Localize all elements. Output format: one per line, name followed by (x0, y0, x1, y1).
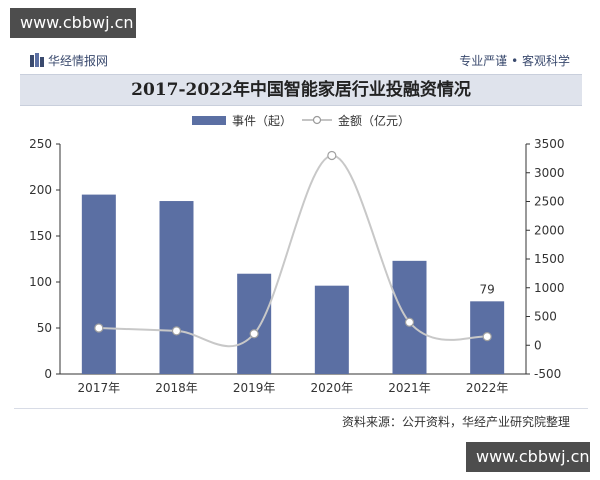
axes: 0 50 100 150 200 250 -500 0 500 1000 1500 2000 2500 3… (29, 137, 564, 395)
legend-bar-swatch (192, 116, 226, 125)
x-tick-label: 2018年 (155, 381, 198, 395)
y-left-tick-label: 200 (29, 183, 52, 197)
brand-row: 华经情报网 专业严谨 • 客观科学 (14, 48, 588, 72)
bar-series (81, 194, 505, 374)
brand-slogan: 专业严谨 • 客观科学 (459, 54, 570, 68)
amount-point (171, 326, 182, 336)
amount-point (94, 323, 104, 333)
y-right-tick-label: 3000 (534, 166, 565, 180)
bar-event-count (159, 201, 194, 374)
bar-event-count (314, 285, 349, 374)
title-bar: 2017-2022年中国智能家居行业投融资情况 (20, 74, 582, 106)
x-tick-label: 2019年 (233, 381, 276, 395)
legend-line-marker (312, 115, 322, 125)
bar-event-count (392, 260, 427, 374)
watermark-bottom: www.cbbwj.cn (466, 442, 590, 472)
brand-logo-icon (30, 53, 44, 67)
legend: 事件（起） 金额（亿元） (192, 113, 410, 128)
y-left-tick-label: 0 (44, 367, 52, 381)
watermark-top: www.cbbwj.cn (10, 8, 136, 38)
source-row: 资料来源：公开资料，华经产业研究院整理 (14, 408, 588, 431)
y-right-tick-label: 2000 (534, 223, 565, 237)
amount-point (404, 317, 415, 327)
x-tick-label: 2021年 (388, 381, 431, 395)
y-right-tick-label: 1500 (534, 252, 565, 266)
y-left-tick-label: 250 (29, 137, 52, 151)
chart-plot: 事件（起） 金额（亿元） 0 50 100 150 200 250 -500 0 500 1000… (29, 113, 564, 395)
bar-event-count (237, 273, 272, 374)
y-left-tick-label: 50 (37, 321, 52, 335)
amount-line (98, 154, 488, 348)
brand-name: 华经情报网 (48, 54, 109, 68)
legend-line-label: 金额（亿元） (338, 113, 410, 128)
line-series (94, 150, 492, 348)
bar-data-label: 79 (480, 282, 495, 296)
x-tick-label: 2017年 (78, 381, 121, 395)
chart-card: 华经情报网 专业严谨 • 客观科学 2017-2022年中国智能家居行业投融资情… (14, 44, 588, 440)
amount-point (327, 150, 337, 161)
y-right-tick-label: -500 (534, 367, 561, 381)
y-right-tick-label: 500 (534, 310, 557, 324)
x-tick-label: 2022年 (466, 381, 509, 395)
chart-title: 2017-2022年中国智能家居行业投融资情况 (131, 80, 471, 100)
bar-event-count (81, 194, 116, 374)
data-labels: 79 (480, 282, 495, 296)
y-left-tick-label: 100 (29, 275, 52, 289)
y-left-tick-label: 150 (29, 229, 52, 243)
x-tick-label: 2020年 (311, 381, 354, 395)
y-right-tick-label: 0 (534, 338, 542, 352)
legend-bar-label: 事件（起） (232, 114, 292, 128)
y-right-tick-label: 3500 (534, 137, 565, 151)
y-right-tick-label: 2500 (534, 195, 565, 209)
amount-point (249, 329, 259, 339)
amount-point (482, 332, 492, 342)
source-note: 资料来源：公开资料，华经产业研究院整理 (341, 415, 570, 429)
y-right-tick-label: 1000 (534, 281, 565, 295)
